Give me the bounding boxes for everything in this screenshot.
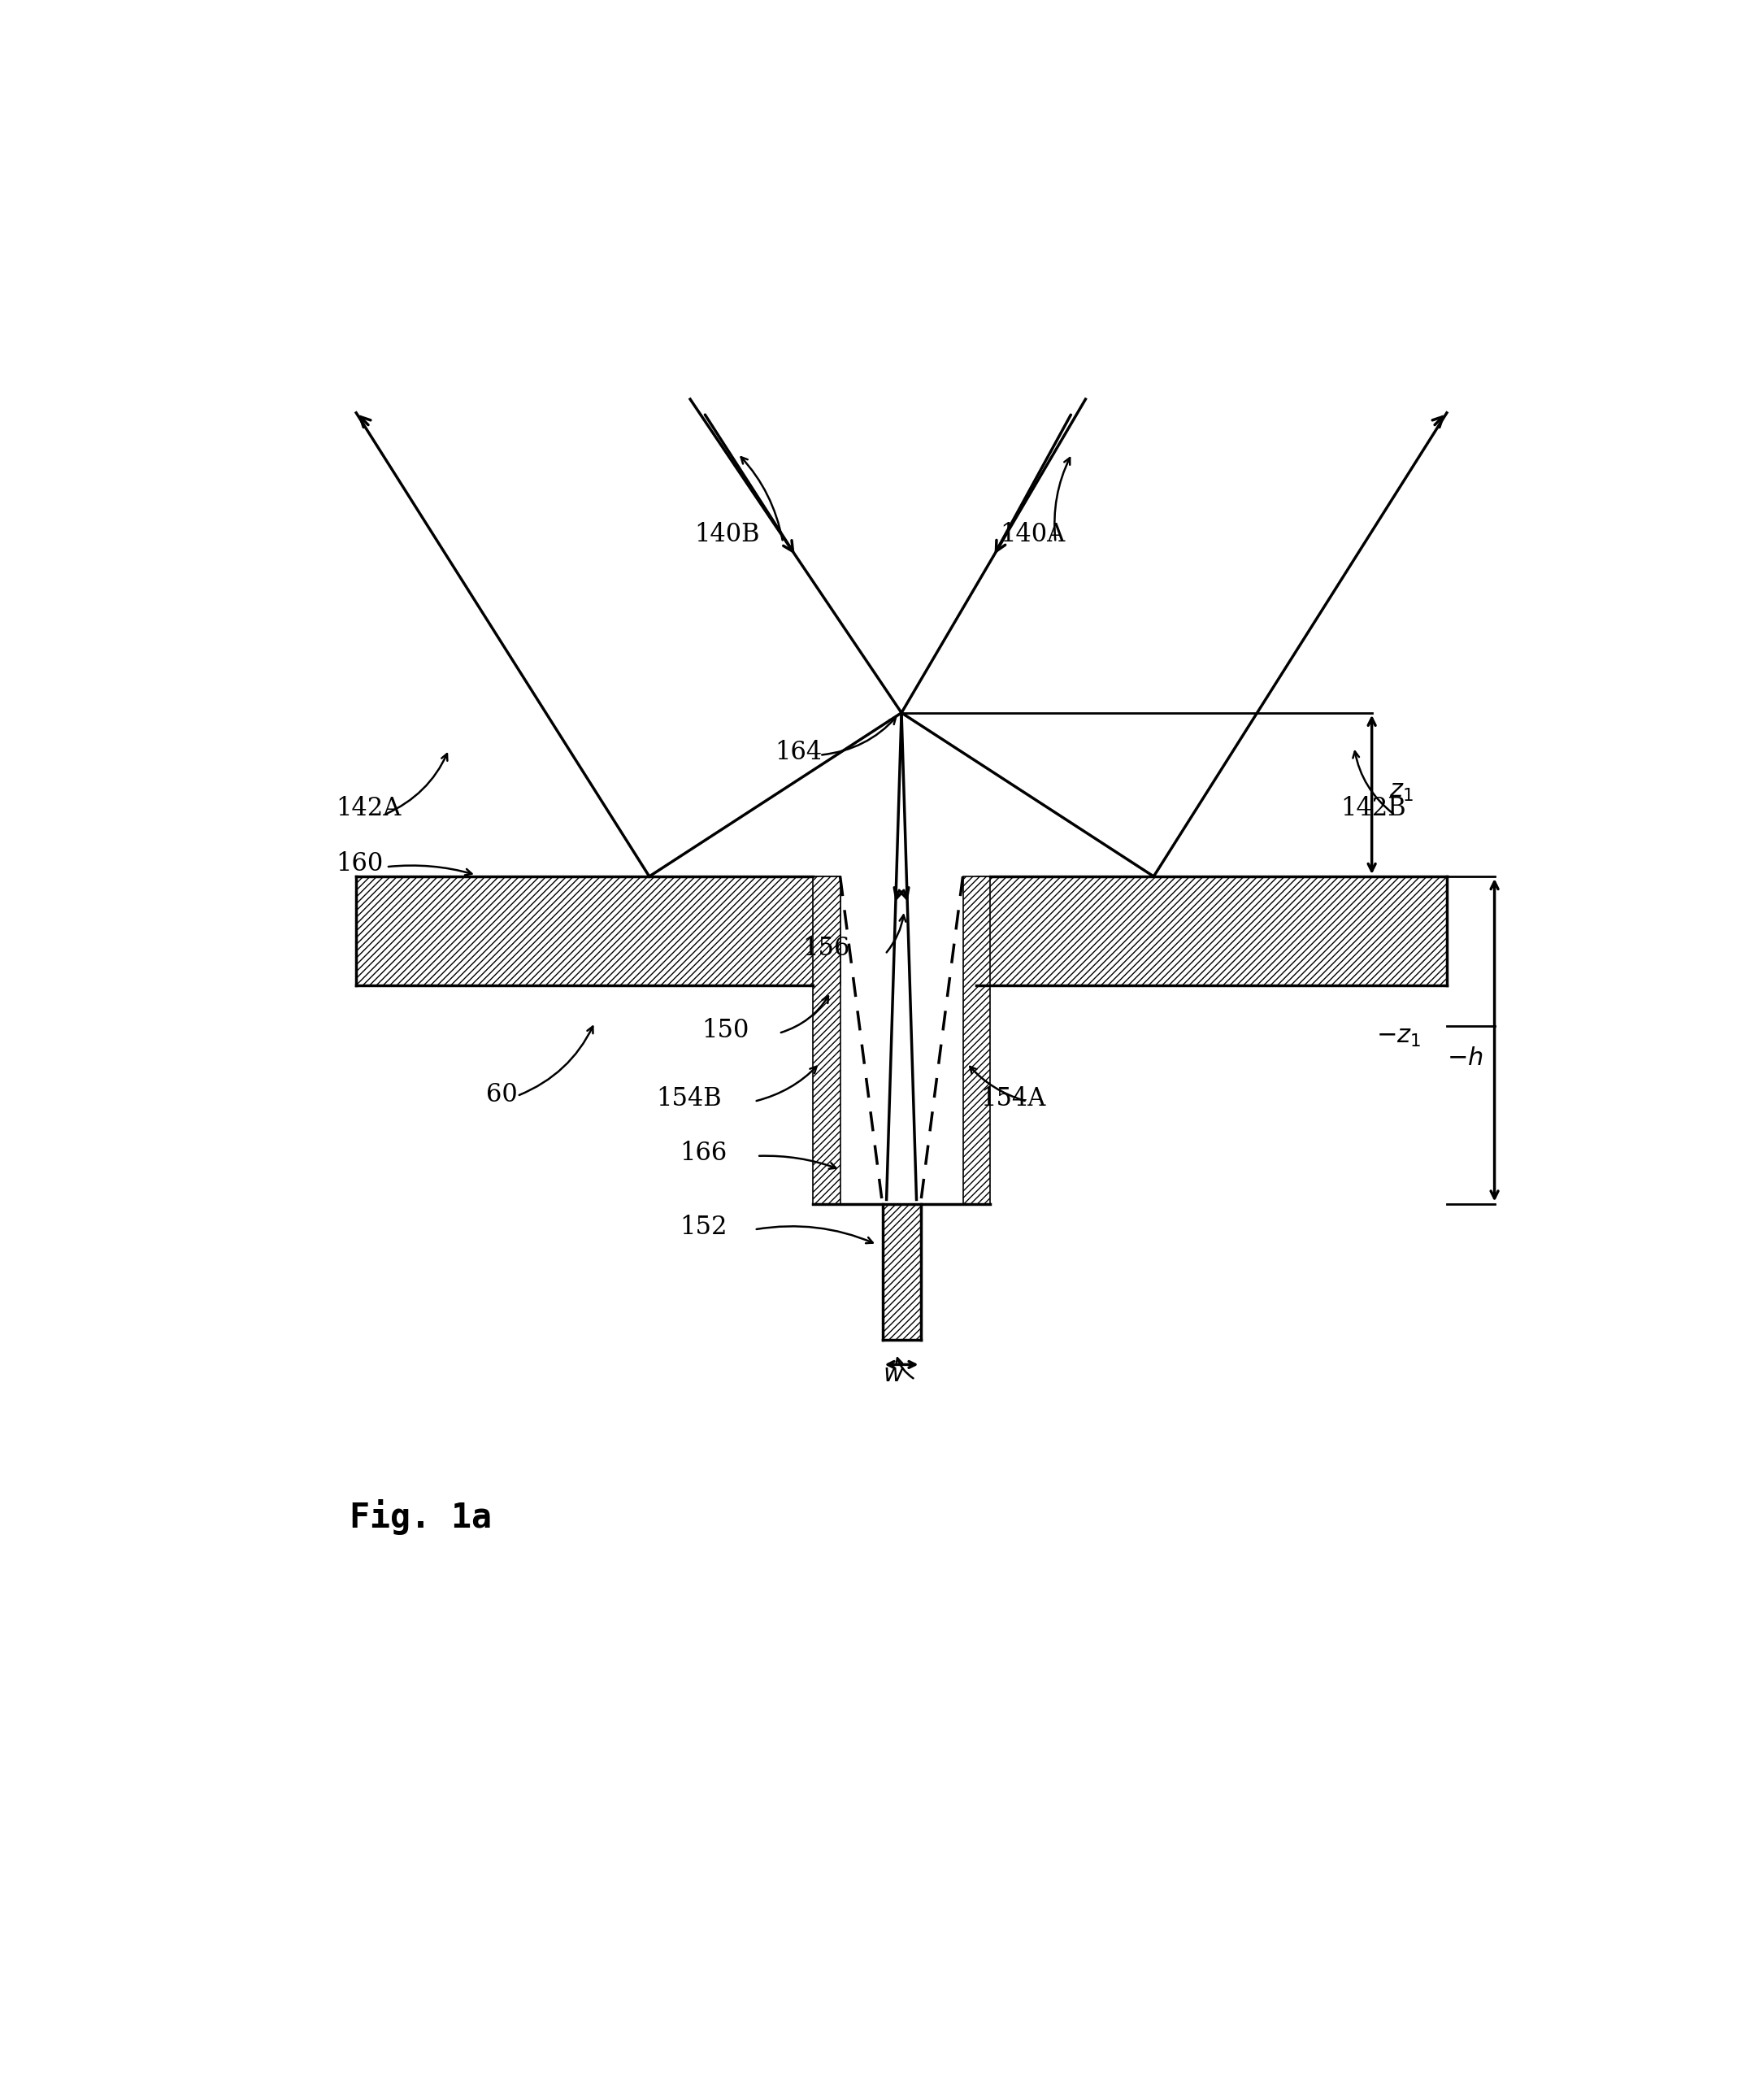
Text: $w$: $w$	[883, 1361, 904, 1386]
Text: 160: 160	[336, 853, 383, 878]
Text: 140B: 140B	[695, 521, 760, 546]
Text: Fig. 1a: Fig. 1a	[350, 1499, 491, 1535]
Text: $-z_1$: $-z_1$	[1376, 1023, 1421, 1048]
Polygon shape	[883, 1203, 920, 1340]
Text: $-h$: $-h$	[1446, 1046, 1483, 1071]
Text: 164: 164	[776, 739, 823, 764]
Text: $z_1$: $z_1$	[1390, 777, 1414, 802]
Text: 150: 150	[702, 1018, 749, 1044]
Text: 140A: 140A	[999, 521, 1064, 546]
Polygon shape	[355, 876, 841, 985]
Polygon shape	[976, 876, 1446, 985]
Text: 60: 60	[485, 1082, 517, 1107]
Polygon shape	[813, 876, 841, 1203]
Polygon shape	[962, 876, 990, 1203]
Text: 152: 152	[679, 1214, 726, 1239]
Text: 154B: 154B	[656, 1086, 721, 1111]
Text: 142B: 142B	[1340, 796, 1405, 821]
Text: 156: 156	[802, 937, 850, 962]
Text: 142A: 142A	[336, 796, 401, 821]
Text: 154A: 154A	[980, 1086, 1047, 1111]
Text: 166: 166	[679, 1140, 726, 1166]
